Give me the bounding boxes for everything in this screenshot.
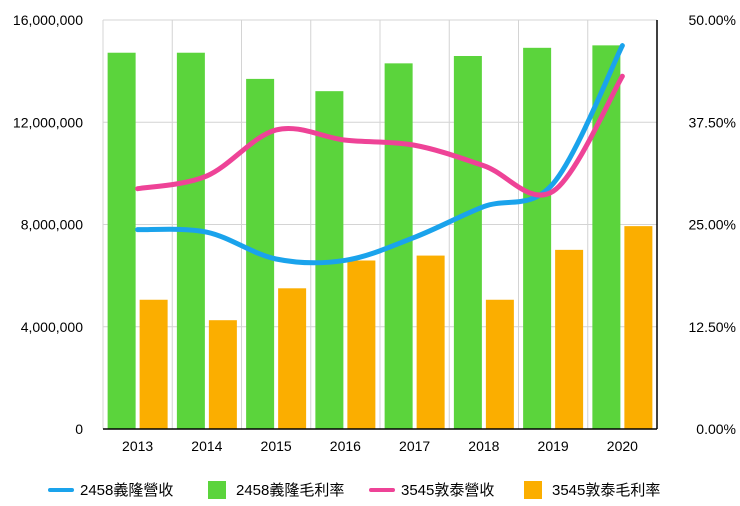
x-tick-label: 2015 xyxy=(261,438,292,454)
bar-3545敦泰毛利率-2020 xyxy=(624,226,652,429)
legend-label: 3545敦泰毛利率 xyxy=(552,482,660,499)
x-tick-label: 2016 xyxy=(330,438,361,454)
legend: 2458義隆營收 2458義隆毛利率 3545敦泰營收 3545敦泰毛利率 xyxy=(50,481,660,499)
bar-2458義隆毛利率-2019 xyxy=(523,48,551,429)
bar-3545敦泰毛利率-2018 xyxy=(486,300,514,429)
bar-3545敦泰毛利率-2013 xyxy=(140,300,168,429)
y-right-tick-label: 50.00% xyxy=(689,12,736,28)
x-tick-label: 2019 xyxy=(538,438,569,454)
y-left-tick-label: 16,000,000 xyxy=(13,12,83,28)
y-left-tick-label: 8,000,000 xyxy=(21,217,83,233)
legend-swatch-3545敦泰毛利率 xyxy=(524,481,542,499)
bar-2458義隆毛利率-2014 xyxy=(177,53,205,429)
y-left-tick-label: 4,000,000 xyxy=(21,319,83,335)
x-tick-label: 2013 xyxy=(122,438,153,454)
y-left-tick-label: 0 xyxy=(75,421,83,437)
y-right-tick-label: 25.00% xyxy=(689,217,736,233)
bar-3545敦泰毛利率-2017 xyxy=(417,256,445,429)
legend-label: 3545敦泰營收 xyxy=(401,482,494,499)
bar-3545敦泰毛利率-2019 xyxy=(555,250,583,429)
x-tick-label: 2014 xyxy=(191,438,222,454)
bar-3545敦泰毛利率-2015 xyxy=(278,288,306,429)
x-tick-label: 2017 xyxy=(399,438,430,454)
legend-label: 2458義隆毛利率 xyxy=(236,482,344,499)
legend-label: 2458義隆營收 xyxy=(80,482,173,499)
y-right-tick-label: 37.50% xyxy=(689,114,736,130)
y-right-tick-label: 0.00% xyxy=(696,421,736,437)
legend-swatch-2458義隆毛利率 xyxy=(208,481,226,499)
y-left-tick-label: 12,000,000 xyxy=(13,114,83,130)
bar-2458義隆毛利率-2018 xyxy=(454,56,482,429)
bar-2458義隆毛利率-2013 xyxy=(108,53,136,429)
y-right-tick-label: 12.50% xyxy=(689,319,736,335)
bar-3545敦泰毛利率-2016 xyxy=(347,260,375,429)
x-tick-label: 2018 xyxy=(468,438,499,454)
bar-3545敦泰毛利率-2014 xyxy=(209,320,237,429)
x-tick-label: 2020 xyxy=(607,438,638,454)
